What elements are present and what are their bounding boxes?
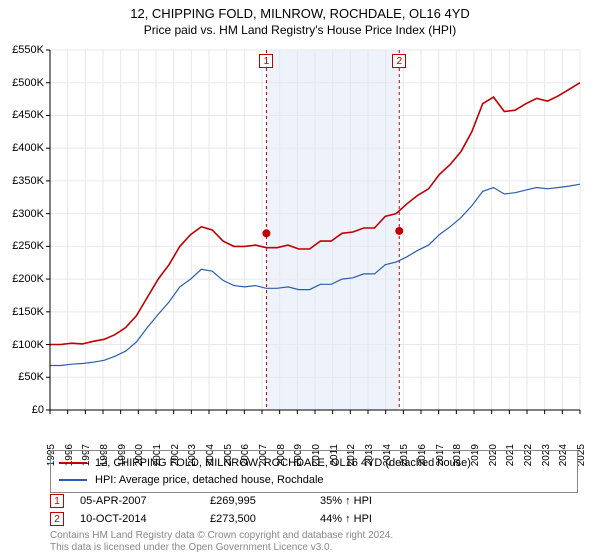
chart-plot-area: 12	[50, 50, 580, 410]
tx-delta-2: 44% ↑ HPI	[320, 513, 420, 525]
ytick-label: £50K	[18, 371, 44, 383]
legend-swatch-property	[59, 462, 87, 464]
ytick-label: £500K	[12, 77, 44, 89]
ytick-label: £0	[32, 404, 44, 416]
chart-title: 12, CHIPPING FOLD, MILNROW, ROCHDALE, OL…	[0, 6, 600, 23]
tx-date-1: 05-APR-2007	[80, 495, 210, 507]
ytick-label: £250K	[12, 240, 44, 252]
tx-flag: 1	[259, 54, 273, 68]
ytick-label: £100K	[12, 339, 44, 351]
ytick-label: £450K	[12, 109, 44, 121]
ytick-label: £300K	[12, 208, 44, 220]
ytick-label: £150K	[12, 306, 44, 318]
tx-flag: 2	[392, 54, 406, 68]
ytick-label: £400K	[12, 142, 44, 154]
ytick-label: £550K	[12, 44, 44, 56]
tx-price-1: £269,995	[210, 495, 320, 507]
footnote: Contains HM Land Registry data © Crown c…	[50, 530, 393, 554]
transactions-table: 1 05-APR-2007 £269,995 35% ↑ HPI 2 10-OC…	[50, 492, 420, 528]
legend: 12, CHIPPING FOLD, MILNROW, ROCHDALE, OL…	[50, 450, 578, 493]
tx-date-2: 10-OCT-2014	[80, 513, 210, 525]
tx-marker-2: 2	[50, 512, 64, 526]
tx-price-2: £273,500	[210, 513, 320, 525]
legend-label-property: 12, CHIPPING FOLD, MILNROW, ROCHDALE, OL…	[95, 455, 471, 472]
tx-marker-1: 1	[50, 494, 64, 508]
legend-swatch-hpi	[59, 479, 87, 481]
ytick-label: £200K	[12, 273, 44, 285]
ytick-label: £350K	[12, 175, 44, 187]
chart-subtitle: Price paid vs. HM Land Registry's House …	[0, 23, 600, 39]
tx-delta-1: 35% ↑ HPI	[320, 495, 420, 507]
legend-label-hpi: HPI: Average price, detached house, Roch…	[95, 472, 324, 489]
